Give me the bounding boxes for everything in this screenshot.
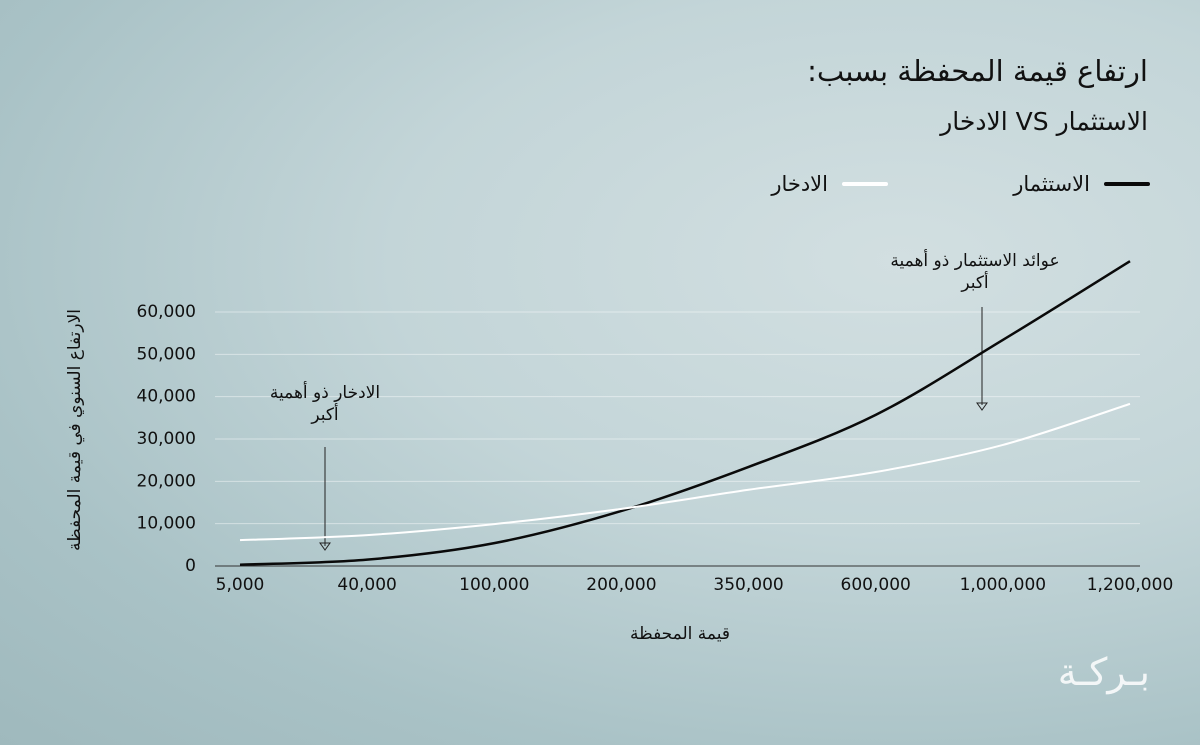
x-tick-label: 100,000 [459, 575, 529, 595]
legend-swatch [842, 182, 888, 186]
arrow-head [319, 542, 331, 551]
arrow-head [976, 402, 988, 411]
chart-title: ارتفاع قيمة المحفظة بسبب: [807, 54, 1148, 88]
legend-label: الادخار [771, 172, 828, 196]
legend-label: الاستثمار [1013, 172, 1090, 196]
x-tick-label: 200,000 [586, 575, 656, 595]
chart-subtitle: الاستثمار VS الادخار [940, 107, 1148, 136]
x-tick-label: 5,000 [216, 575, 265, 595]
y-tick-label: 60,000 [137, 302, 196, 322]
x-tick-label: 1,000,000 [960, 575, 1047, 595]
y-tick-label: 40,000 [137, 387, 196, 407]
x-axis-label: قيمة المحفظة [630, 624, 730, 644]
x-tick-label: 40,000 [337, 575, 396, 595]
legend-item: الاستثمار [1013, 172, 1150, 196]
annotation: عوائد الاستثمار ذو أهمية أكبر [890, 251, 1060, 293]
legend-swatch [1104, 182, 1150, 186]
y-tick-label: 50,000 [137, 344, 196, 364]
y-tick-label: 20,000 [137, 471, 196, 491]
annotation: الادخار ذو أهمية أكبر [269, 383, 381, 425]
legend-item: الادخار [771, 172, 888, 196]
y-tick-label: 10,000 [137, 514, 196, 534]
y-tick-label: 0 [185, 556, 196, 576]
series-line [239, 260, 1131, 566]
series-line [239, 402, 1131, 542]
brand-logo: بـركـة [1057, 650, 1150, 694]
x-tick-label: 350,000 [713, 575, 783, 595]
y-axis-label: الارتفاع السنوي في قيمة المحفظة [65, 308, 85, 552]
x-tick-label: 600,000 [841, 575, 911, 595]
x-tick-label: 1,200,000 [1087, 575, 1174, 595]
y-tick-label: 30,000 [137, 429, 196, 449]
